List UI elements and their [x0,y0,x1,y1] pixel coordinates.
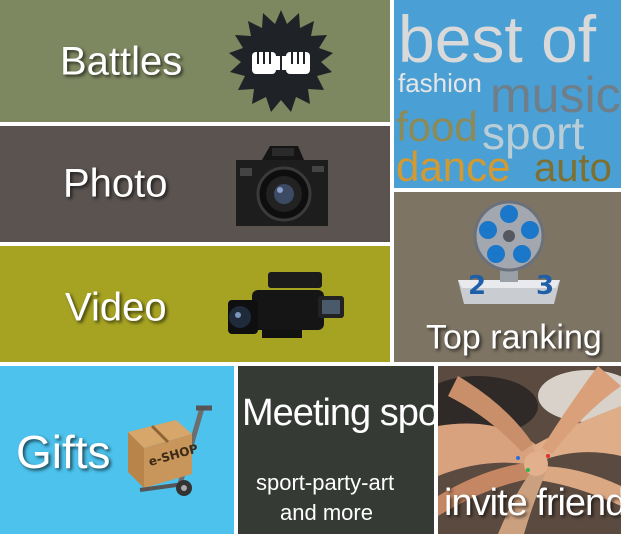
best-of-title: best of [398,2,597,76]
svg-text:2: 2 [468,271,486,301]
top-ranking-tile[interactable]: 2 3 Top ranking [394,192,621,362]
tag-sport: sport [482,107,585,159]
invite-friends-tile[interactable]: invite friends [438,366,621,534]
tag-food: food [396,103,478,150]
stacked-hands-photo [438,366,621,534]
tag-fashion: fashion [398,68,482,98]
top-ranking-label: Top ranking [426,318,602,357]
meeting-spot-title: Meeting spot [242,392,434,434]
tag-auto: auto [534,146,612,188]
tag-music: music [490,67,621,123]
battles-label: Battles [60,39,183,84]
svg-text:3: 3 [536,271,554,301]
tag-dance: dance [396,143,511,188]
video-label: Video [65,285,167,330]
gifts-tile[interactable]: Gifts e-SHOP [0,366,234,534]
meeting-spot-subtitle-line1: sport-party-art [256,470,395,495]
best-of-tile[interactable]: best of fashion music food sport dance a… [394,0,621,188]
photo-tile[interactable]: Photo [0,126,390,242]
film-reel-trophy-icon: 2 3 [458,200,560,304]
fist-bump-badge-icon [229,10,333,112]
photo-label: Photo [63,161,168,206]
video-tile[interactable]: Video [0,246,390,362]
camera-icon [236,146,328,226]
eshop-box-cart-icon: e-SHOP [128,405,212,496]
battles-tile[interactable]: Battles [0,0,390,122]
gifts-label: Gifts [16,426,111,478]
invite-friends-label: invite friends [444,482,621,524]
meeting-spot-subtitle-line2: and more [280,500,373,525]
meeting-spot-tile[interactable]: Meeting spot sport-party-art and more [238,366,434,534]
video-camera-icon [228,272,344,338]
